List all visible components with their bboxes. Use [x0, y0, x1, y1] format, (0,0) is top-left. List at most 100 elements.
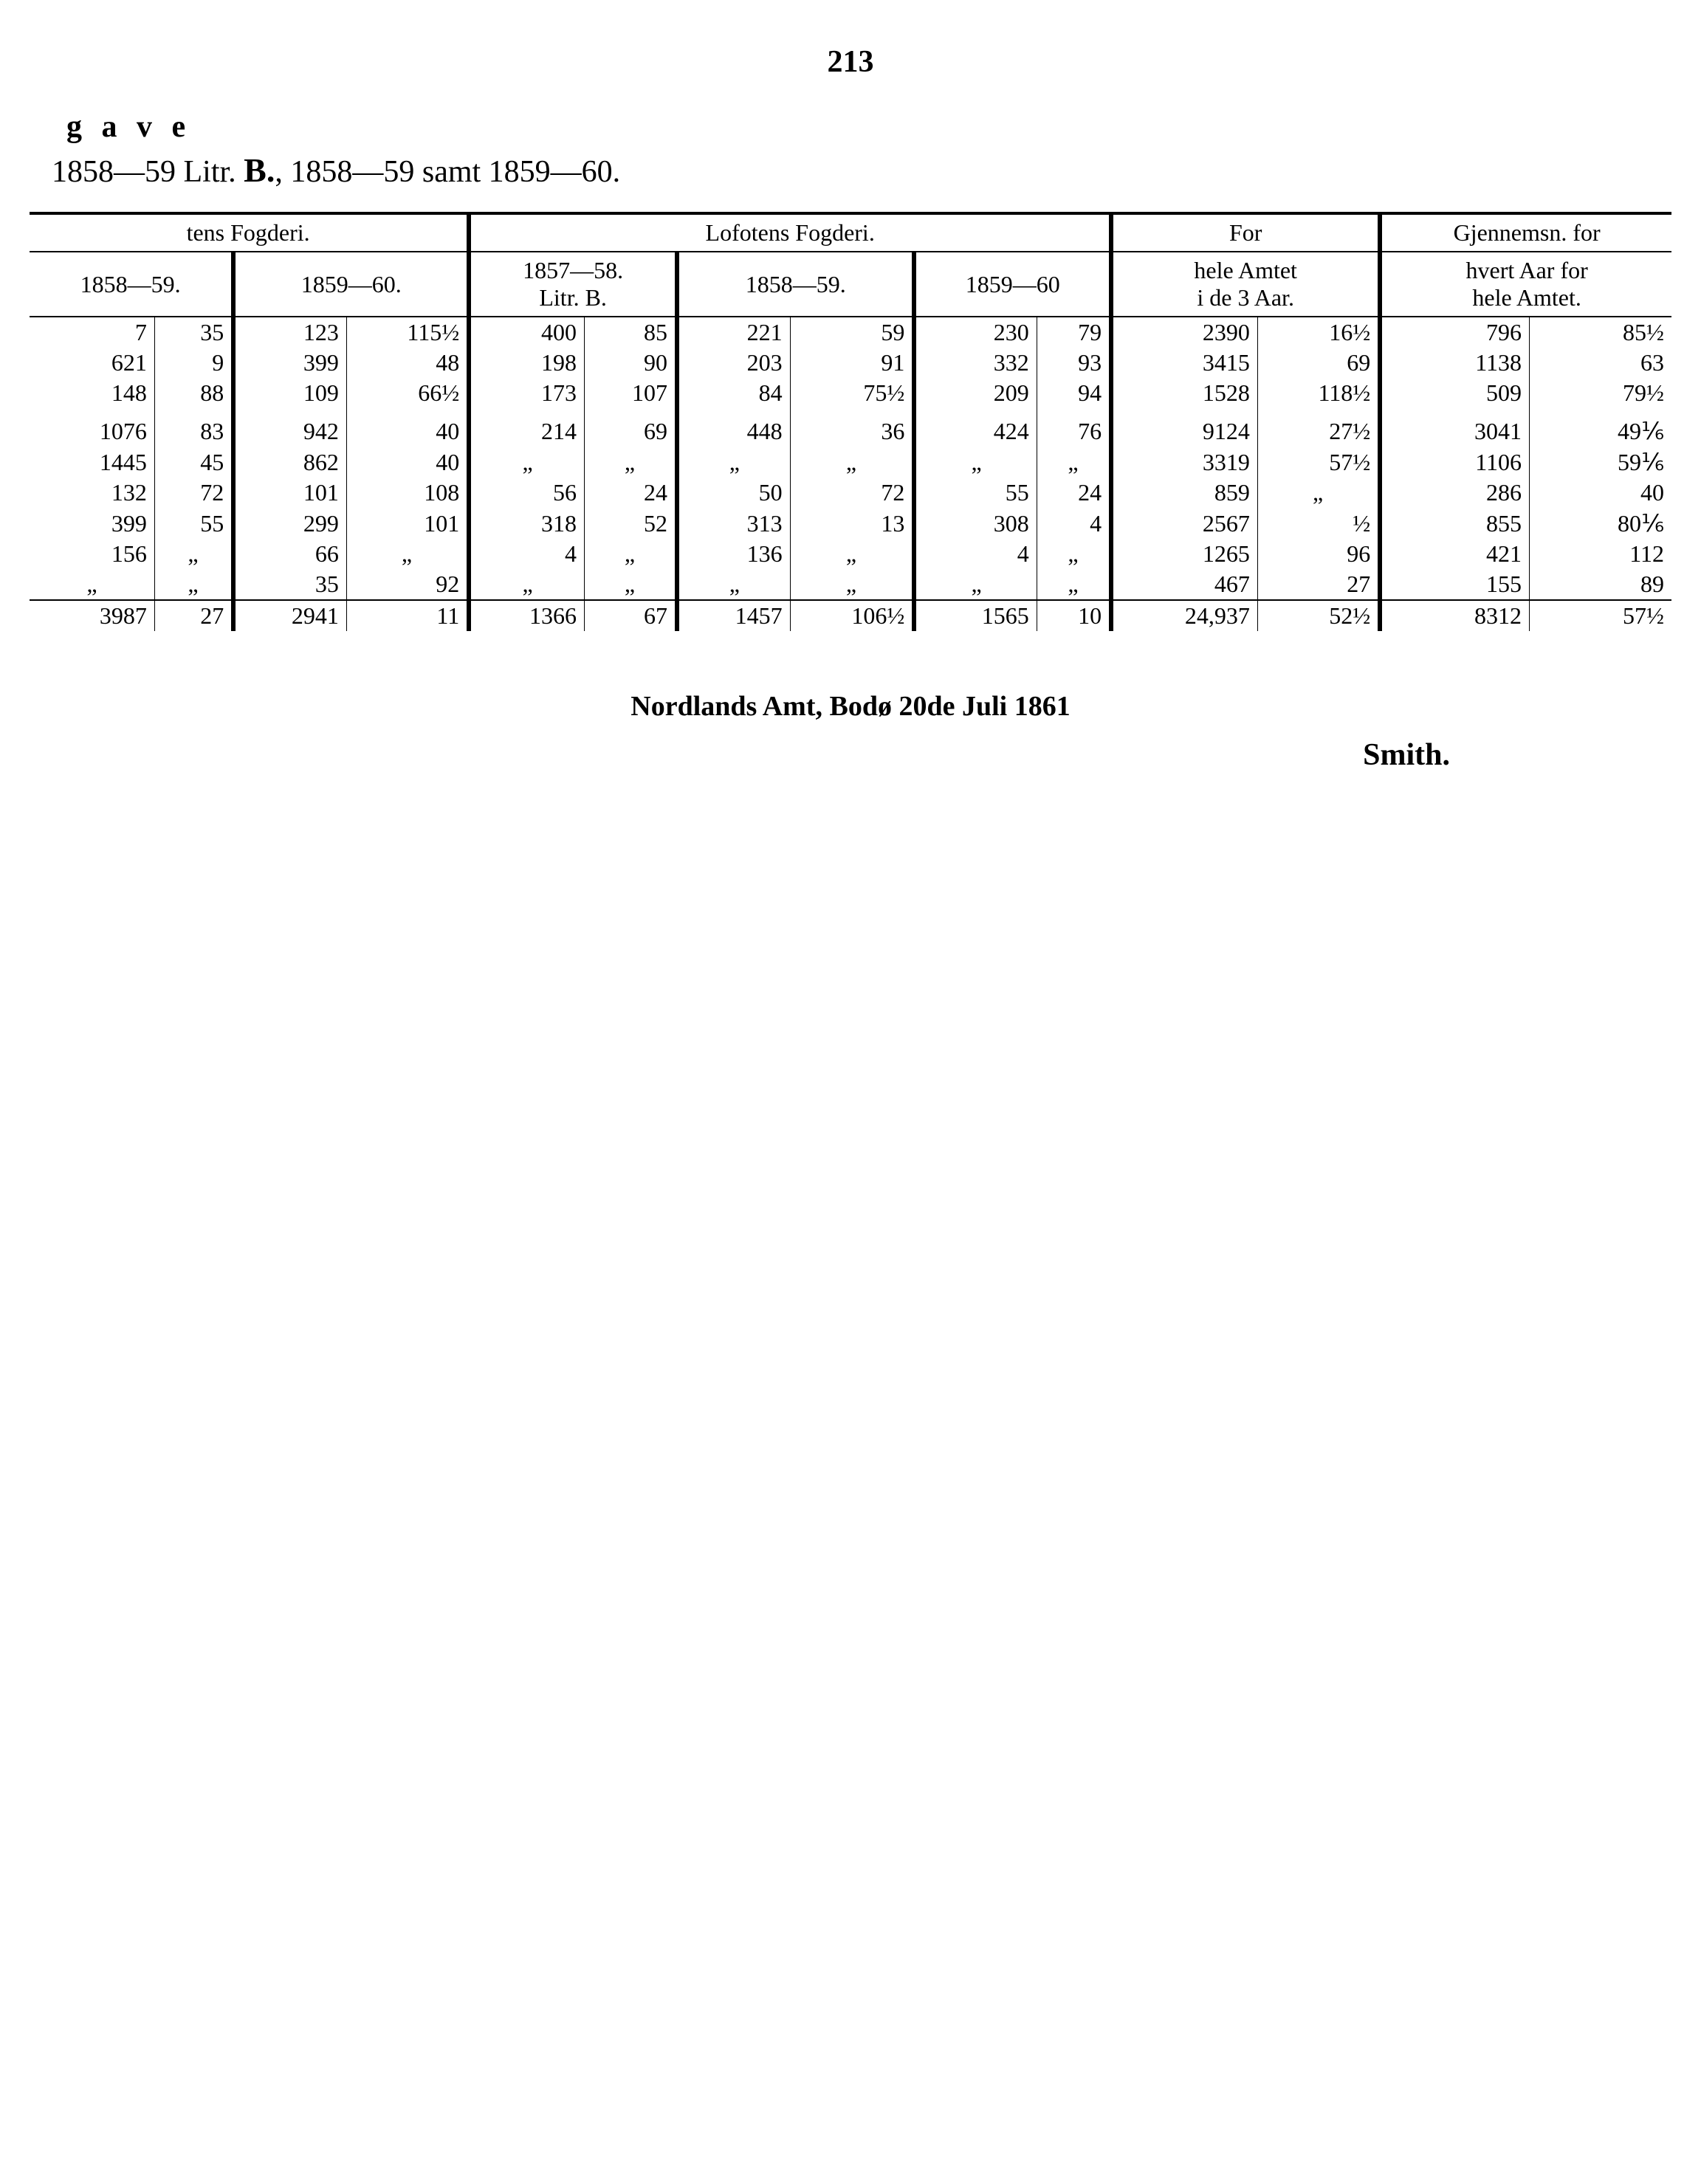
- table-row: 399 55 299 101 318 52 313 13 308 4 2567 …: [30, 508, 1671, 539]
- cell: 4: [469, 539, 584, 569]
- cell: 115½: [346, 317, 469, 348]
- cell: 1076: [30, 408, 154, 447]
- cell: 136: [677, 539, 790, 569]
- cell: 1265: [1111, 539, 1257, 569]
- cell: 424: [914, 408, 1037, 447]
- cell: 332: [914, 348, 1037, 378]
- cell: 24: [584, 478, 677, 508]
- data-table: tens Fogderi. Lofotens Fogderi. For Gjen…: [30, 212, 1671, 631]
- cell: 76: [1037, 408, 1111, 447]
- cell: 132: [30, 478, 154, 508]
- cell: 209: [914, 378, 1037, 408]
- subhead-litr-b: Litr. B.: [539, 284, 607, 311]
- cell: 448: [677, 408, 790, 447]
- cell: 89: [1530, 569, 1671, 600]
- total-cell: 1366: [469, 600, 584, 631]
- cell: 4: [914, 539, 1037, 569]
- subhead-1857-58-litr-b: 1857—58. Litr. B.: [469, 252, 677, 317]
- table-row: 621 9 399 48 198 90 203 91 332 93 3415 6…: [30, 348, 1671, 378]
- total-cell: 11: [346, 600, 469, 631]
- cell: 1138: [1380, 348, 1529, 378]
- heading-part-c: , 1858—59 samt 1859—60.: [275, 155, 620, 189]
- subhead-1859-60-b: 1859—60: [914, 252, 1111, 317]
- cell: 107: [584, 378, 677, 408]
- cell: 56: [469, 478, 584, 508]
- table-row: 148 88 109 66½ 173 107 84 75½ 209 94 152…: [30, 378, 1671, 408]
- cell: 52: [584, 508, 677, 539]
- cell: 313: [677, 508, 790, 539]
- table-body: 7 35 123 115½ 400 85 221 59 230 79 2390 …: [30, 317, 1671, 631]
- cell: 49⅙: [1530, 408, 1671, 447]
- cell: „: [30, 569, 154, 600]
- cell: 92: [346, 569, 469, 600]
- cell: 123: [233, 317, 346, 348]
- heading-litr-b: B.: [244, 151, 275, 189]
- subhead-3-aar: i de 3 Aar.: [1197, 284, 1294, 311]
- col-group-lofotens-fogderi: Lofotens Fogderi.: [469, 213, 1111, 252]
- total-cell: 1565: [914, 600, 1037, 631]
- cell: 855: [1380, 508, 1529, 539]
- cell: 4: [1037, 508, 1111, 539]
- cell: „: [790, 539, 914, 569]
- cell: 59⅙: [1530, 447, 1671, 478]
- table-row: 156 „ 66 „ 4 „ 136 „ 4 „ 1265 96 421 112: [30, 539, 1671, 569]
- cell: „: [154, 569, 233, 600]
- cell: 2390: [1111, 317, 1257, 348]
- cell: 1445: [30, 447, 154, 478]
- cell: 859: [1111, 478, 1257, 508]
- cell: 55: [914, 478, 1037, 508]
- table-row: 1076 83 942 40 214 69 448 36 424 76 9124…: [30, 408, 1671, 447]
- cell: 109: [233, 378, 346, 408]
- subhead-hele-amtet-3aar: hele Amtet i de 3 Aar.: [1111, 252, 1380, 317]
- total-cell: 106½: [790, 600, 914, 631]
- cell: 27½: [1257, 408, 1380, 447]
- cell: 3041: [1380, 408, 1529, 447]
- cell: 230: [914, 317, 1037, 348]
- cell: „: [469, 569, 584, 600]
- cell: 214: [469, 408, 584, 447]
- cell: 88: [154, 378, 233, 408]
- cell: „: [790, 569, 914, 600]
- subhead-1857-58: 1857—58.: [523, 257, 623, 283]
- cell: „: [1257, 478, 1380, 508]
- cell: 35: [233, 569, 346, 600]
- total-cell: 24,937: [1111, 600, 1257, 631]
- cell: 40: [346, 447, 469, 478]
- cell: 509: [1380, 378, 1529, 408]
- heading-gave: g a v e: [66, 109, 1671, 145]
- cell: 3319: [1111, 447, 1257, 478]
- cell: 16½: [1257, 317, 1380, 348]
- cell: 308: [914, 508, 1037, 539]
- subhead-hele-amtet-2: hele Amtet.: [1472, 284, 1581, 311]
- cell: 318: [469, 508, 584, 539]
- total-cell: 57½: [1530, 600, 1671, 631]
- total-cell: 8312: [1380, 600, 1529, 631]
- heading-part-a: 1858—59 Litr.: [52, 155, 244, 189]
- cell: 286: [1380, 478, 1529, 508]
- cell: 72: [154, 478, 233, 508]
- cell: 96: [1257, 539, 1380, 569]
- cell: „: [346, 539, 469, 569]
- cell: 57½: [1257, 447, 1380, 478]
- page-number: 213: [30, 44, 1671, 80]
- footer-location-date: Nordlands Amt, Bodø 20de Juli 1861: [30, 690, 1671, 723]
- cell: 85: [584, 317, 677, 348]
- cell: 66: [233, 539, 346, 569]
- cell: 79: [1037, 317, 1111, 348]
- cell: 156: [30, 539, 154, 569]
- table-row: 132 72 101 108 56 24 50 72 55 24 859 „ 2…: [30, 478, 1671, 508]
- cell: 80⅙: [1530, 508, 1671, 539]
- cell: 63: [1530, 348, 1671, 378]
- total-cell: 1457: [677, 600, 790, 631]
- cell: 13: [790, 508, 914, 539]
- cell: 24: [1037, 478, 1111, 508]
- col-group-tens-fogderi: tens Fogderi.: [30, 213, 469, 252]
- cell: ½: [1257, 508, 1380, 539]
- cell: 85½: [1530, 317, 1671, 348]
- cell: 400: [469, 317, 584, 348]
- cell: 621: [30, 348, 154, 378]
- cell: 69: [1257, 348, 1380, 378]
- cell: 59: [790, 317, 914, 348]
- cell: 55: [154, 508, 233, 539]
- cell: „: [1037, 539, 1111, 569]
